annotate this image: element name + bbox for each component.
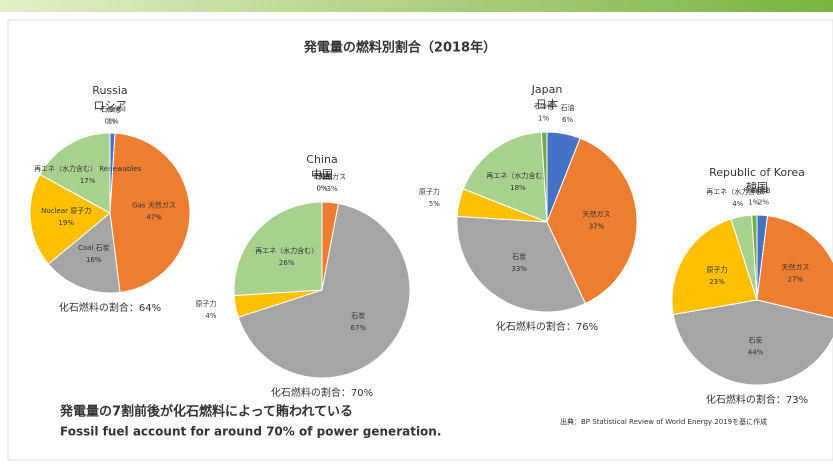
pie-slice: [47, 212, 121, 294]
chart-subtitle: 韓国: [746, 181, 768, 194]
slice-label: 石油: [315, 172, 329, 181]
source: 出典：BP Statistical Review of World Energy…: [560, 417, 767, 426]
slice-value: 0%: [316, 185, 327, 193]
slice-value: 0%: [104, 117, 115, 125]
pie-slice: [462, 131, 548, 223]
slice-label: 原子力: [196, 299, 217, 308]
slice-value: 1%: [108, 117, 119, 125]
slice-value: 19%: [58, 219, 74, 227]
slice-value: 27%: [788, 275, 804, 283]
pie-slice: [756, 215, 833, 319]
slice-value: 44%: [748, 349, 764, 357]
slice-label: 再エネ（水力含む）: [486, 171, 549, 180]
slice-label: 天然ガス: [582, 209, 610, 218]
slice-value: 23%: [709, 278, 725, 286]
chart-title: Japan: [531, 83, 563, 96]
slice-value: 2%: [758, 199, 769, 207]
slice-value: 4%: [732, 200, 743, 208]
slice-label: 原子力: [707, 265, 728, 274]
slice-label: 再エネ（水力含む） Renewables: [34, 164, 142, 173]
slice-value: 33%: [511, 265, 527, 273]
slice-value: 37%: [589, 222, 605, 230]
slice-label: その他: [533, 101, 554, 110]
slice-label: 天然ガス: [781, 262, 809, 271]
pie-slice: [237, 202, 411, 379]
slice-label: その他: [743, 185, 764, 194]
chart-subtitle: 日本: [536, 97, 558, 111]
slice-label: 再エネ（水力含む）: [706, 187, 769, 196]
pie-slice: [540, 131, 548, 223]
chart-subtitle: 中国: [311, 168, 333, 181]
pie-slice: [233, 201, 323, 297]
headline: 発電量の7割前後が化石燃料によって賄われている: [59, 404, 353, 420]
slice-label: 再エネ（水力含む）: [255, 246, 318, 255]
slice-label: Gas 天然ガス: [132, 201, 176, 210]
slice-value: 3%: [327, 185, 338, 193]
slice-value: 0%: [316, 185, 327, 193]
slice-value: 26%: [279, 259, 295, 267]
slice-label: Coal 石炭: [78, 244, 110, 252]
pie-slice: [29, 173, 111, 265]
slice-value: 1%: [538, 114, 549, 122]
slice-label: 石油: [756, 186, 770, 195]
slice-value: 17%: [80, 177, 96, 185]
annotation: 化石燃料の割合：73%: [706, 393, 808, 406]
slice-label: Nuclear 原子力: [41, 206, 91, 215]
slice-label: その他: [100, 104, 121, 113]
slice-value: 67%: [351, 324, 367, 332]
slice-value: 47%: [146, 214, 162, 222]
slice-label: 石油 Oil: [100, 104, 126, 113]
headline-en: Fossil fuel account for around 70% of po…: [60, 425, 441, 439]
frame: [7, 19, 833, 461]
annotation: 化石燃料の割合：76%: [496, 320, 598, 333]
slice-value: 6%: [562, 116, 573, 124]
slice-label: 石炭: [749, 337, 763, 345]
pie-slice: [109, 132, 191, 293]
chart-subtitle: ロシア: [94, 99, 127, 112]
slice-label: 天然ガス: [318, 172, 346, 181]
slice-label: 石炭: [512, 253, 526, 261]
pie-slice: [671, 218, 758, 316]
slide-title: 発電量の燃料別割合（2018年）: [303, 40, 496, 56]
slice-value: 18%: [510, 184, 526, 192]
slice-label: その他: [312, 172, 333, 181]
header-band: [0, 0, 833, 12]
chart-title: China: [306, 153, 337, 166]
slice-label: 石油: [561, 103, 575, 112]
slice-value: 4%: [205, 312, 216, 320]
slice-label: 原子力: [419, 187, 440, 196]
slice-label: 石炭: [351, 312, 365, 320]
slice-value: 1%: [748, 198, 759, 206]
pie-slice: [456, 215, 586, 313]
annotation: 化石燃料の割合：70%: [271, 386, 373, 399]
pie-slice: [39, 132, 111, 214]
pie-slice: [751, 214, 758, 301]
chart-title: Russia: [92, 84, 127, 97]
pie-slice: [546, 137, 638, 305]
annotation: 化石燃料の割合：64%: [59, 301, 161, 314]
slice-value: 16%: [86, 256, 102, 264]
pie-slice: [672, 299, 833, 386]
slice-value: 5%: [429, 200, 440, 208]
chart-title: Republic of Korea: [709, 166, 805, 179]
